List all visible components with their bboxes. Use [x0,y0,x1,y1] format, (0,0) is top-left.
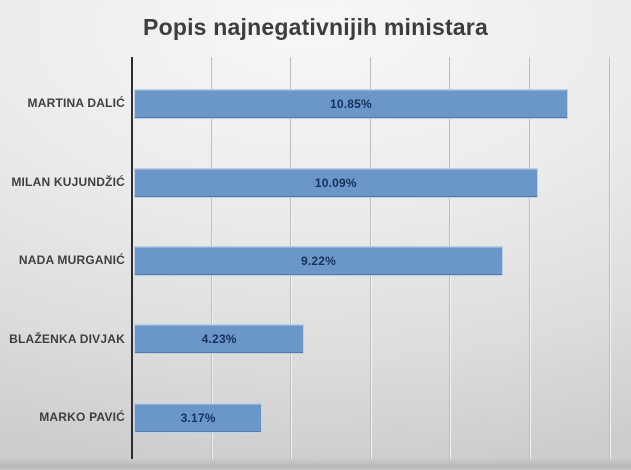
chart-row: BLAŽENKA DIVJAK 4.23% [0,300,631,378]
bar-value-label: 9.22% [300,254,336,269]
bar-value-label: 10.09% [314,175,357,190]
gridline [529,57,531,459]
chart-row: MARKO PAVIĆ 3.17% [0,379,631,457]
bar: 10.85% [134,89,568,120]
bar: 10.09% [134,167,538,198]
category-label: BLAŽENKA DIVJAK [9,331,125,346]
chart-title: Popis najnegativnijih ministara [143,14,488,40]
chart-row: NADA MURGANIĆ 9.22% [0,222,631,300]
bar: 3.17% [134,402,263,433]
bar-area: 3.17% [134,402,631,433]
bar-area: 10.09% [134,167,631,198]
chart-row: MILAN KUJUNDŽIĆ 10.09% [0,143,631,221]
bar-value-label: 3.17% [180,410,216,425]
bar-value-label: 10.85% [329,97,372,112]
bar-area: 10.85% [134,89,631,120]
bar: 9.22% [134,246,503,277]
category-label: MILAN KUJUNDŽIĆ [11,174,125,189]
bar-value-label: 4.23% [201,332,237,347]
category-label: NADA MURGANIĆ [18,253,125,268]
bar-chart: MARTINA DALIĆ 10.85% MILAN KUJUNDŽIĆ 10.09%… [0,57,631,459]
bar: 4.23% [134,324,305,355]
bar-area: 9.22% [134,246,631,277]
bar-area: 4.23% [134,324,631,355]
chart-rows: MARTINA DALIĆ 10.85% MILAN KUJUNDŽIĆ 10.09%… [0,65,631,457]
category-label: MARTINA DALIĆ [27,96,125,111]
gridline [608,57,611,459]
category-label: MARKO PAVIĆ [39,409,125,424]
y-axis-line [131,57,133,459]
chart-row: MARTINA DALIĆ 10.85% [0,65,631,143]
